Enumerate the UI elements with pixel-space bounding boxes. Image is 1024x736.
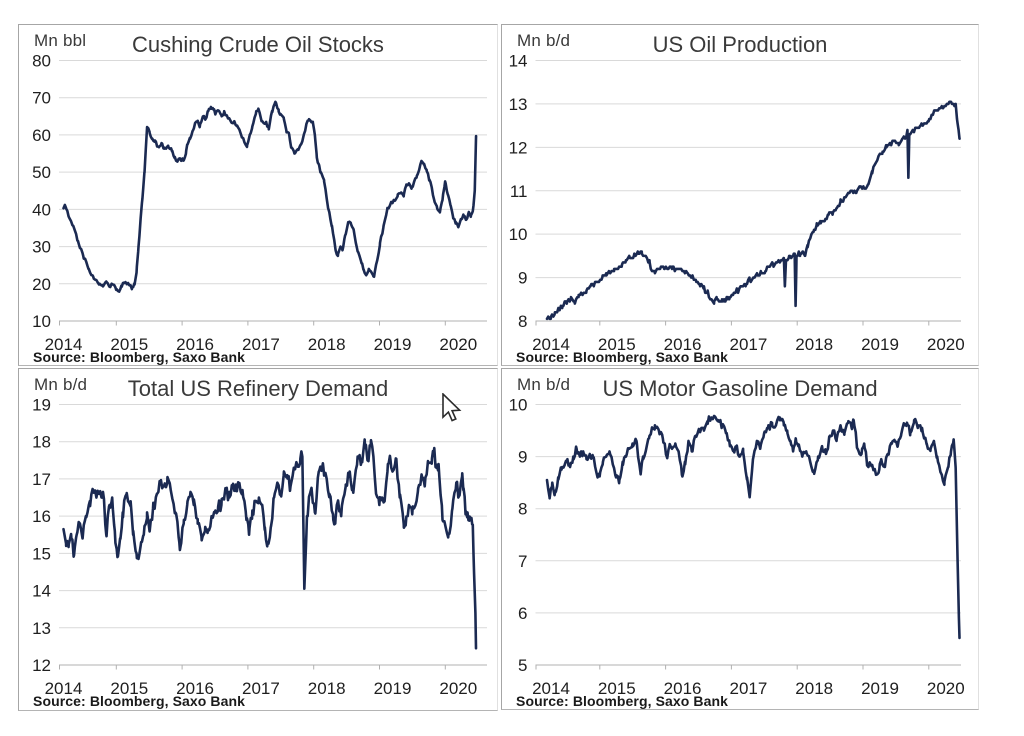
y-tick-label: 10	[32, 312, 51, 331]
y-tick-label: 13	[509, 95, 528, 114]
x-tick-label: 2015	[110, 335, 148, 354]
y-tick-label: 40	[32, 200, 51, 219]
line-chart-us-oil-production: 8 9 10 11 12 13 14 2014 2015 2016 2017 2018 2019 2020	[509, 52, 965, 355]
y-tick-label: 19	[32, 396, 51, 415]
y-tick-label: 70	[32, 89, 51, 108]
x-tick-label: 2019	[861, 679, 899, 698]
x-tick-label: 2017	[729, 335, 767, 354]
x-tick-label: 2016	[664, 679, 702, 698]
data-line-us-oil-production	[545, 100, 961, 321]
source-note: Source: Bloomberg, Saxo Bank	[516, 693, 729, 709]
y-axis-unit-label: Mn b/d	[517, 375, 571, 394]
x-tick-label: 2014	[45, 335, 83, 354]
x-tick-label: 2015	[598, 335, 636, 354]
y-tick-label: 13	[32, 619, 51, 638]
y-tick-label: 17	[32, 470, 51, 489]
x-tick-label: 2019	[374, 679, 412, 698]
y-tick-label: 30	[32, 238, 51, 257]
y-tick-label: 9	[518, 448, 527, 467]
y-tick-label: 12	[32, 656, 51, 675]
x-tick-label: 2014	[532, 679, 570, 698]
y-tick-label: 14	[32, 582, 51, 601]
data-line-us-motor-gasoline-demand	[545, 414, 961, 640]
y-axis-unit-label: Mn b/d	[34, 375, 88, 394]
y-tick-label: 14	[509, 52, 528, 71]
y-tick-label: 11	[510, 182, 528, 201]
y-axis-unit-label: Mn b/d	[517, 31, 571, 50]
x-tick-label: 2014	[45, 679, 83, 698]
y-tick-label: 50	[32, 163, 51, 182]
y-tick-label: 10	[509, 396, 528, 415]
y-tick-label: 16	[32, 507, 51, 526]
y-axis-unit-label: Mn bbl	[34, 31, 87, 50]
source-note: Source: Bloomberg, Saxo Bank	[516, 349, 729, 365]
source-note: Source: Bloomberg, Saxo Bank	[33, 693, 246, 709]
x-tick-label: 2017	[729, 679, 767, 698]
data-line-total-us-refinery-demand	[62, 438, 478, 650]
x-tick-label: 2014	[532, 335, 570, 354]
source-note: Source: Bloomberg, Saxo Bank	[33, 349, 246, 365]
x-tick-label: 2016	[176, 679, 214, 698]
x-tick-label: 2020	[439, 335, 477, 354]
chart-panel-cushing-crude-oil-stocks: Mn bbl Cushing Crude Oil Stocks 10 20 30 40…	[18, 24, 498, 366]
arrow-pointer-shape	[442, 393, 462, 422]
x-tick-label: 2017	[242, 335, 280, 354]
line-chart-total-us-refinery-demand: 12 13 14 15 16 17 18 19 2014 2015 2016 2017 2018 2019…	[32, 396, 487, 698]
y-tick-label: 9	[518, 269, 527, 288]
chart-title: Cushing Crude Oil Stocks	[132, 32, 384, 57]
chart-panel-total-us-refinery-demand: Mn b/d Total US Refinery Demand 12 13 14 15…	[18, 368, 498, 711]
x-tick-label: 2019	[374, 335, 412, 354]
y-tick-label: 7	[518, 552, 527, 571]
y-tick-label: 20	[32, 275, 51, 294]
x-tick-label: 2018	[308, 679, 346, 698]
x-tick-label: 2018	[795, 679, 833, 698]
mouse-cursor-arrow-icon	[442, 393, 462, 422]
x-tick-label: 2016	[664, 335, 702, 354]
x-tick-label: 2018	[795, 335, 833, 354]
x-tick-label: 2015	[598, 679, 636, 698]
x-tick-label: 2016	[176, 335, 214, 354]
y-tick-label: 80	[32, 52, 51, 71]
y-tick-label: 8	[518, 500, 527, 519]
chart-panel-us-motor-gasoline-demand: Mn b/d US Motor Gasoline Demand 5 6 7 8 9 10 2…	[501, 368, 979, 710]
x-tick-label: 2019	[861, 335, 899, 354]
y-tick-label: 5	[518, 656, 527, 675]
x-tick-label: 2020	[927, 679, 965, 698]
x-tick-label: 2017	[242, 679, 280, 698]
y-tick-label: 18	[32, 433, 51, 452]
chart-title: Total US Refinery Demand	[127, 376, 389, 401]
x-tick-label: 2015	[110, 679, 148, 698]
y-tick-label: 8	[518, 312, 527, 331]
line-chart-cushing-crude-oil-stocks: 10 20 30 40 50 60 70 80 2014 2015 2016 2017 2018 2019…	[32, 52, 487, 354]
x-tick-label: 2020	[927, 335, 965, 354]
line-chart-us-motor-gasoline-demand: 5 6 7 8 9 10 2014 2015 2016 2017 2018 2019 2020	[509, 396, 965, 699]
y-tick-label: 15	[32, 544, 51, 563]
chart-title: US Motor Gasoline Demand	[602, 376, 878, 401]
x-tick-label: 2020	[439, 679, 477, 698]
y-tick-label: 60	[32, 126, 51, 145]
chart-title: US Oil Production	[652, 32, 828, 57]
y-tick-label: 6	[518, 604, 527, 623]
chart-panel-us-oil-production: Mn b/d US Oil Production 8 9 10 11 12 13 14 201…	[501, 24, 979, 366]
data-line-cushing-crude-oil-stocks	[62, 100, 478, 293]
y-tick-label: 12	[509, 138, 528, 157]
y-tick-label: 10	[509, 225, 528, 244]
x-tick-label: 2018	[308, 335, 346, 354]
